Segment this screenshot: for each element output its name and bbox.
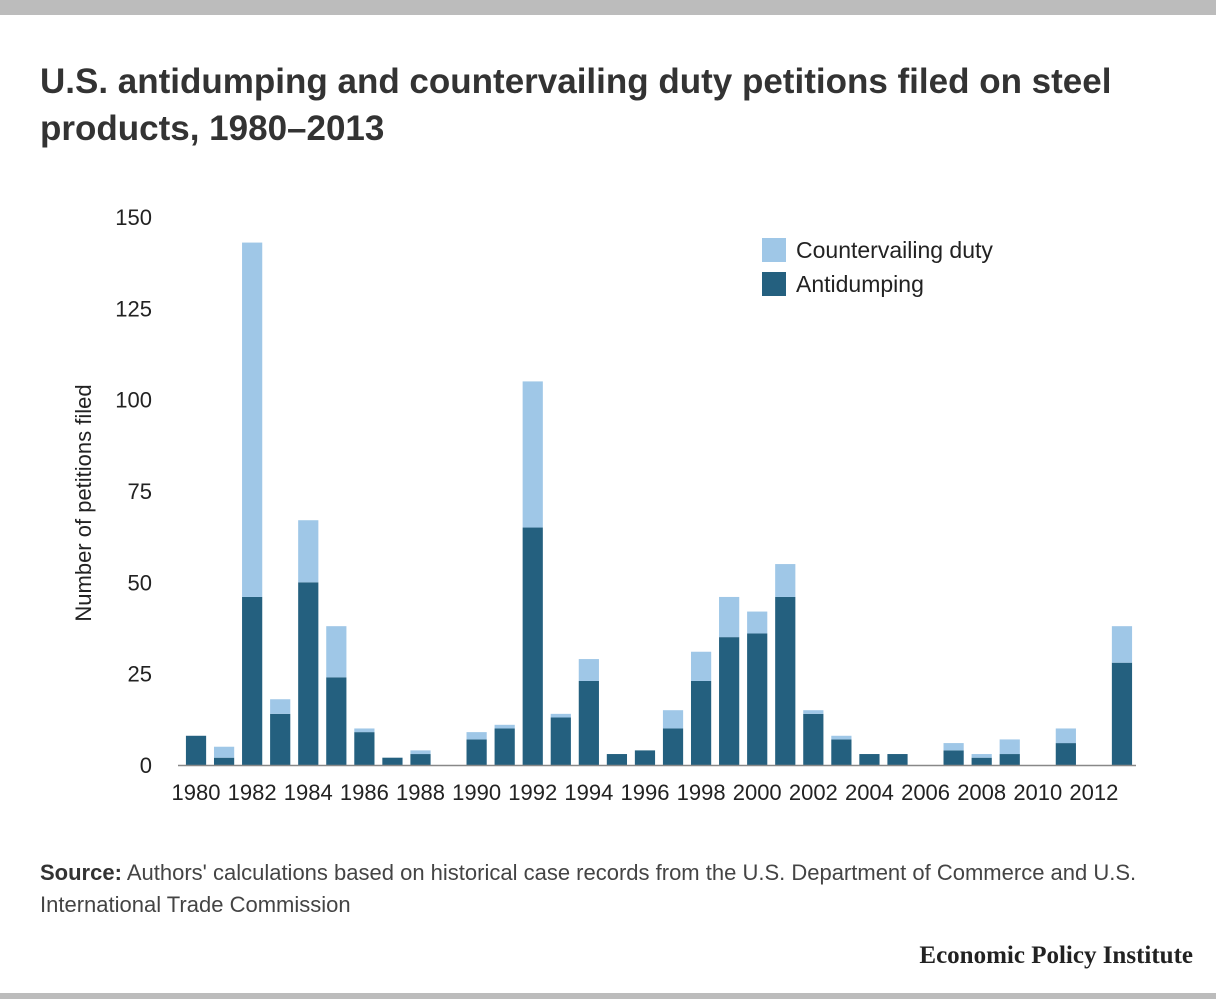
bar-countervailing-2011: [1055, 728, 1076, 744]
bar-countervailing-2001: [775, 564, 796, 597]
y-axis-label: Number of petitions filed: [71, 384, 96, 621]
x-tick-label: 2008: [957, 780, 1006, 805]
x-tick-label: 2002: [789, 780, 838, 805]
bar-antidumping-2009: [999, 754, 1020, 765]
y-tick-label: 75: [128, 479, 152, 504]
bottom-border-strip: [0, 993, 1216, 999]
bar-antidumping-2000: [747, 633, 768, 765]
bar-chart: 0 25 50 75 100 125 150 Number of petitions file…: [71, 205, 1136, 805]
x-tick-label: 1996: [620, 780, 669, 805]
x-tick-label: 1994: [564, 780, 613, 805]
legend-label: Countervailing duty: [796, 237, 993, 263]
bar-countervailing-2013: [1111, 626, 1133, 663]
bar-countervailing-1984: [298, 520, 319, 583]
bar-antidumping-2013: [1111, 662, 1133, 765]
source-note: Source: Authors' calculations based on h…: [40, 857, 1190, 921]
bar-countervailing-2009: [999, 739, 1020, 755]
bar-antidumping-1993: [550, 717, 571, 765]
bar-countervailing-1999: [719, 596, 740, 638]
bar-antidumping-1985: [326, 677, 347, 765]
bar-countervailing-2008: [971, 754, 992, 758]
bar-countervailing-2000: [747, 611, 768, 634]
bar-antidumping-1992: [522, 527, 543, 765]
y-tick-label: 50: [128, 570, 152, 595]
bar-countervailing-1991: [494, 724, 515, 729]
x-tick-label: 2000: [733, 780, 782, 805]
bar-antidumping-1983: [270, 713, 291, 765]
bar-countervailing-1983: [270, 699, 291, 714]
bar-countervailing-1981: [213, 746, 235, 758]
bar-antidumping-1995: [606, 754, 628, 765]
x-tick-label: 1982: [228, 780, 277, 805]
x-tick-label: 2004: [845, 780, 894, 805]
bar-countervailing-1990: [466, 732, 487, 740]
bar-antidumping-2001: [775, 596, 796, 765]
x-tick-label: 1986: [340, 780, 389, 805]
bar-antidumping-1982: [242, 596, 263, 765]
bar-antidumping-2005: [887, 754, 908, 765]
y-tick-label: 0: [140, 753, 152, 778]
bar-antidumping-2007: [943, 750, 964, 765]
bar-antidumping-2011: [1055, 743, 1076, 765]
x-tick-label: 1998: [677, 780, 726, 805]
bar-countervailing-2007: [943, 743, 964, 751]
x-tick-label: 2012: [1069, 780, 1118, 805]
bar-antidumping-1980: [185, 735, 207, 765]
source-text: Authors' calculations based on historica…: [40, 860, 1137, 917]
x-tick-label: 2010: [1013, 780, 1062, 805]
bar-countervailing-1985: [326, 626, 347, 678]
legend-swatch: [762, 272, 786, 296]
x-tick-label: 1980: [172, 780, 221, 805]
source-label: Source:: [40, 860, 122, 885]
bar-antidumping-1999: [719, 637, 740, 765]
bar-antidumping-1997: [662, 728, 684, 765]
bar-countervailing-2003: [831, 735, 852, 740]
bar-countervailing-1982: [242, 242, 263, 597]
bar-antidumping-1984: [298, 582, 319, 765]
x-tick-label: 2006: [901, 780, 950, 805]
bar-antidumping-1990: [466, 739, 487, 765]
bar-antidumping-1996: [634, 750, 656, 765]
x-tick-label: 1990: [452, 780, 501, 805]
x-tick-label: 1984: [284, 780, 333, 805]
bar-countervailing-1993: [550, 713, 571, 718]
bar-countervailing-1988: [410, 750, 431, 755]
bar-countervailing-1994: [578, 659, 599, 681]
bar-antidumping-1987: [382, 757, 403, 765]
bar-antidumping-1991: [494, 728, 515, 765]
bar-antidumping-1988: [410, 754, 431, 765]
brand-logo: Economic Policy Institute: [919, 942, 1193, 969]
bar-countervailing-1992: [522, 381, 543, 528]
x-tick-label: 1992: [508, 780, 557, 805]
chart-title: U.S. antidumping and countervailing duty…: [40, 62, 1112, 148]
bar-antidumping-2003: [831, 739, 852, 765]
bar-antidumping-1998: [690, 680, 712, 765]
bar-countervailing-1997: [662, 710, 684, 729]
legend-label: Antidumping: [796, 271, 924, 297]
bar-antidumping-2008: [971, 757, 992, 765]
top-border-strip: [0, 0, 1216, 15]
bar-antidumping-1986: [354, 732, 375, 765]
y-tick-label: 125: [115, 296, 152, 321]
y-tick-label: 25: [128, 662, 152, 687]
x-tick-label: 1988: [396, 780, 445, 805]
bar-antidumping-2002: [803, 713, 824, 765]
legend-swatch: [762, 238, 786, 262]
bar-antidumping-1981: [213, 757, 235, 765]
bar-countervailing-1998: [690, 651, 712, 681]
bar-countervailing-2002: [803, 710, 824, 714]
bar-countervailing-1986: [354, 728, 375, 733]
bar-antidumping-2004: [859, 754, 880, 765]
y-tick-label: 100: [115, 388, 152, 413]
y-tick-label: 150: [115, 205, 152, 230]
bar-antidumping-1994: [578, 680, 599, 765]
